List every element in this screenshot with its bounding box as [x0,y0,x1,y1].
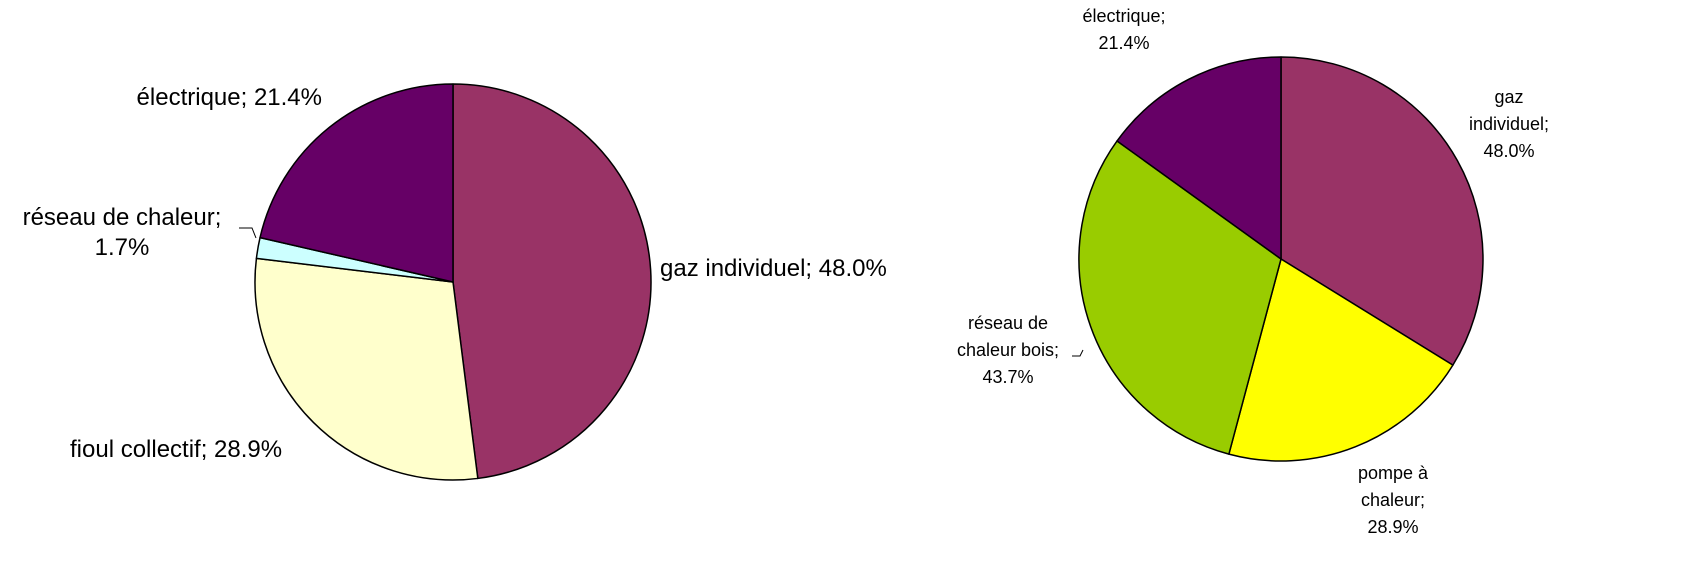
slice-electrique [1116,56,1282,260]
slice-gaz-individuel [452,83,652,480]
slice-fioul-collectif [254,257,479,481]
pie-chart-right: gaz individuel; 48.0% pompe à chaleur; 28.9% r… [957,6,1549,537]
slice-gaz-individuel [1280,56,1484,366]
leader-line-reseau-de-chaleur [239,227,257,239]
slice-label-reseau-de-chaleur-bois: réseau de chaleur bois; 43.7% [957,313,1059,387]
pie-chart-left: gaz individuel; 48.0% fioul collectif; 28… [23,83,887,481]
slice-reseau-de-chaleur-bois [1078,140,1282,455]
leader-line-reseau-de-chaleur-bois [1072,349,1084,357]
slice-label-pompe-a-chaleur: pompe à chaleur; 28.9% [1358,463,1429,537]
slice-label-electrique: électrique; 21.4% [1082,6,1165,53]
slice-label-electrique: électrique; 21.4% [137,84,322,111]
slice-electrique [259,83,454,283]
slice-pompe-a-chaleur [1228,258,1454,462]
slice-label-fioul-collectif: fioul collectif; 28.9% [70,436,282,463]
slice-label-gaz-individuel: gaz individuel; 48.0% [1469,87,1549,161]
slice-label-gaz-individuel: gaz individuel; 48.0% [660,255,887,282]
slice-label-reseau-de-chaleur: réseau de chaleur; 1.7% [23,204,222,261]
